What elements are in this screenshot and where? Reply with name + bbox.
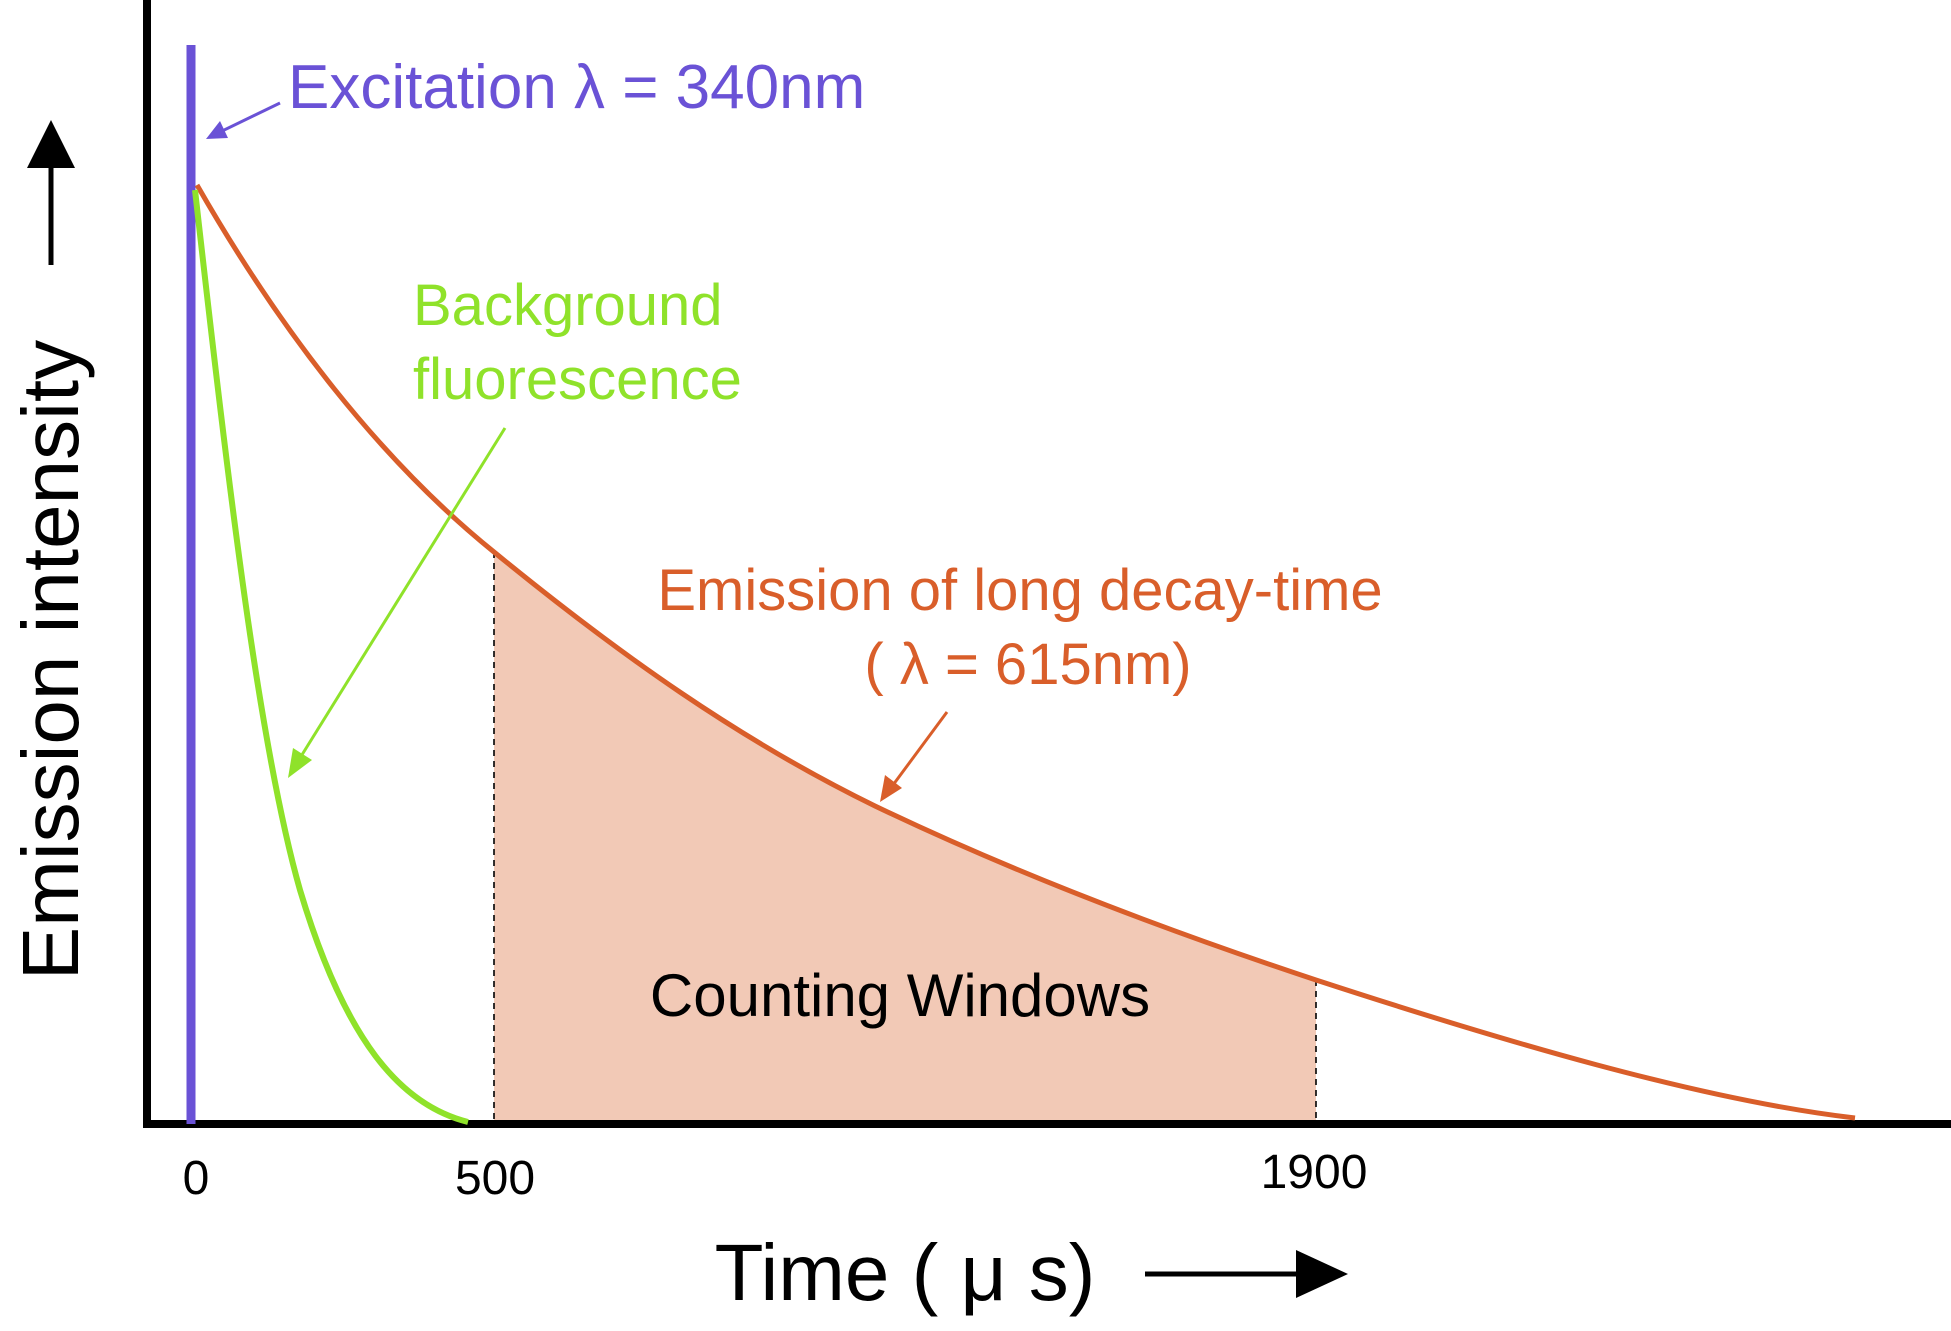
- counting-window-area: [494, 552, 1316, 1124]
- emission-curve: [194, 183, 1856, 1121]
- tick-label-500: 500: [455, 1152, 535, 1205]
- background-arrow: [288, 427, 507, 778]
- emission-arrow: [880, 711, 949, 802]
- emission-label-line2: ( λ = 615nm): [864, 632, 1191, 697]
- y-axis-arrow-icon: [27, 120, 75, 265]
- background-label-line2: fluorescence: [413, 347, 742, 412]
- tick-label-1900: 1900: [1261, 1146, 1368, 1199]
- y-axis-title: Emission intensity: [6, 340, 95, 980]
- excitation-label: Excitation λ = 340nm: [288, 53, 865, 122]
- counting-windows-label: Counting Windows: [650, 962, 1150, 1029]
- background-label-line1: Background: [413, 273, 723, 338]
- excitation-arrow: [206, 101, 281, 139]
- background-curve: [192, 189, 469, 1125]
- emission-label-line1: Emission of long decay-time: [657, 558, 1382, 623]
- x-axis-title: Time ( μ s): [715, 1228, 1096, 1317]
- x-axis-arrow-icon: [1145, 1250, 1348, 1298]
- tick-label-0: 0: [183, 1152, 210, 1205]
